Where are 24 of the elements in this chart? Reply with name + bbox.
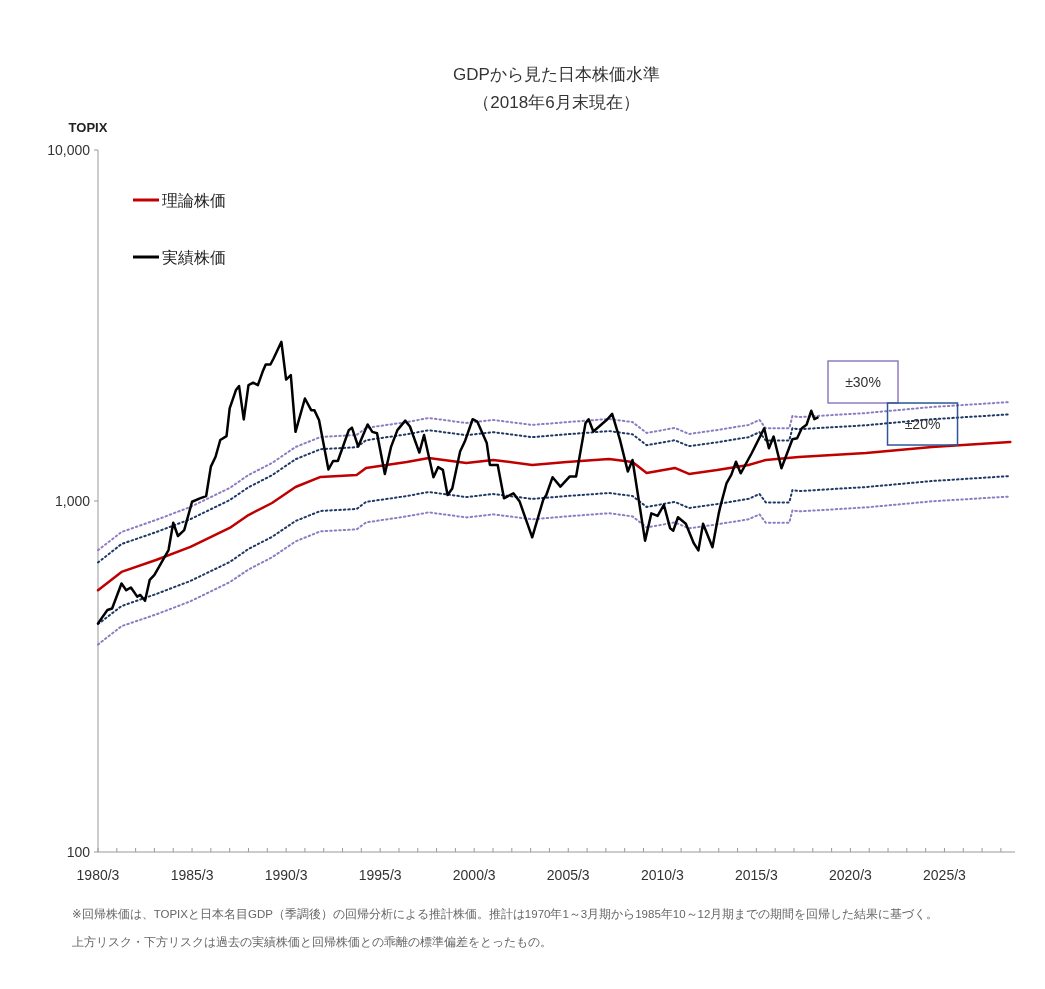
- x-tick-label: 2005/3: [546, 867, 590, 883]
- annotation: ±20%: [904, 416, 941, 433]
- annotation: ±30%: [827, 360, 899, 404]
- x-tick-label: 1980/3: [76, 867, 120, 883]
- legend: 理論株価: [162, 192, 226, 209]
- note: ※回帰株価は、TOPIXと日本名目GDP（季調後）の回帰分析による推計株価。推計は1970年1～3月期から1985年10～12月期までの期間を回帰した結果に基づく。: [72, 908, 939, 920]
- x-tick-label: 2025/3: [923, 867, 967, 883]
- x-tick-label: 1990/3: [264, 867, 308, 883]
- y-tick-label: 10,000: [47, 142, 91, 158]
- subtitle: （2018年6月末現在）: [473, 93, 640, 112]
- title: GDPから見た日本株価水準: [453, 65, 660, 84]
- x-tick-label: 2015/3: [734, 867, 778, 883]
- legend: 実績株価: [162, 249, 226, 266]
- annotation: ±30%: [845, 374, 881, 390]
- x-tick-label: 1985/3: [170, 867, 214, 883]
- x-tick-label: 2010/3: [640, 867, 684, 883]
- x-tick-label: 2020/3: [829, 867, 873, 883]
- note: 上方リスク・下方リスクは過去の実績株価と回帰株価との乖離の標準偏差をとったもの。: [72, 936, 552, 948]
- ylabel: TOPIX: [68, 120, 108, 135]
- y-tick-label: 100: [66, 844, 91, 860]
- annotation: ±20%: [886, 402, 959, 446]
- y-tick-label: 1,000: [54, 493, 91, 509]
- x-tick-label: 1995/3: [358, 867, 402, 883]
- x-tick-label: 2000/3: [452, 867, 496, 883]
